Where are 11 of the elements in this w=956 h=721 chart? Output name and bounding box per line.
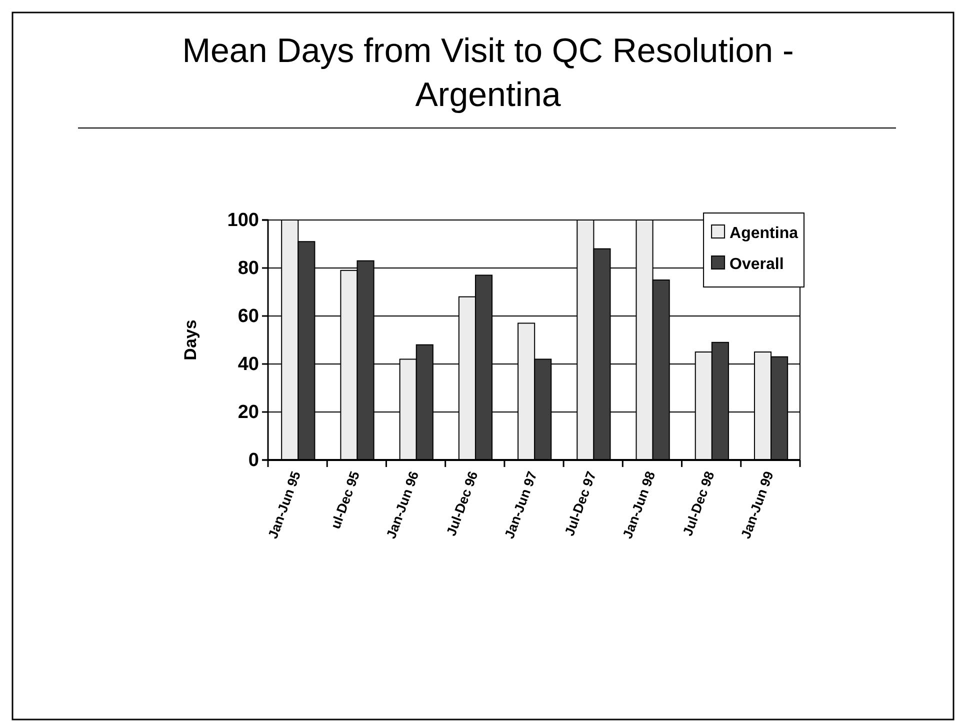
chart-title: Mean Days from Visit to QC Resolution - Argentina <box>182 32 794 114</box>
y-tick-label: 40 <box>238 354 259 376</box>
y-tick-label: 0 <box>248 450 259 472</box>
x-tick-label: ul-Dec 95 <box>328 468 363 531</box>
y-tick-label: 100 <box>227 210 259 232</box>
y-axis-title: Days <box>181 320 200 360</box>
y-tick-label: 80 <box>238 258 259 280</box>
y-tick-label: 20 <box>238 402 259 424</box>
y-tick-label: 60 <box>238 306 259 328</box>
legend-label: Overall <box>730 256 784 273</box>
legend-label: Agentina <box>730 225 798 242</box>
